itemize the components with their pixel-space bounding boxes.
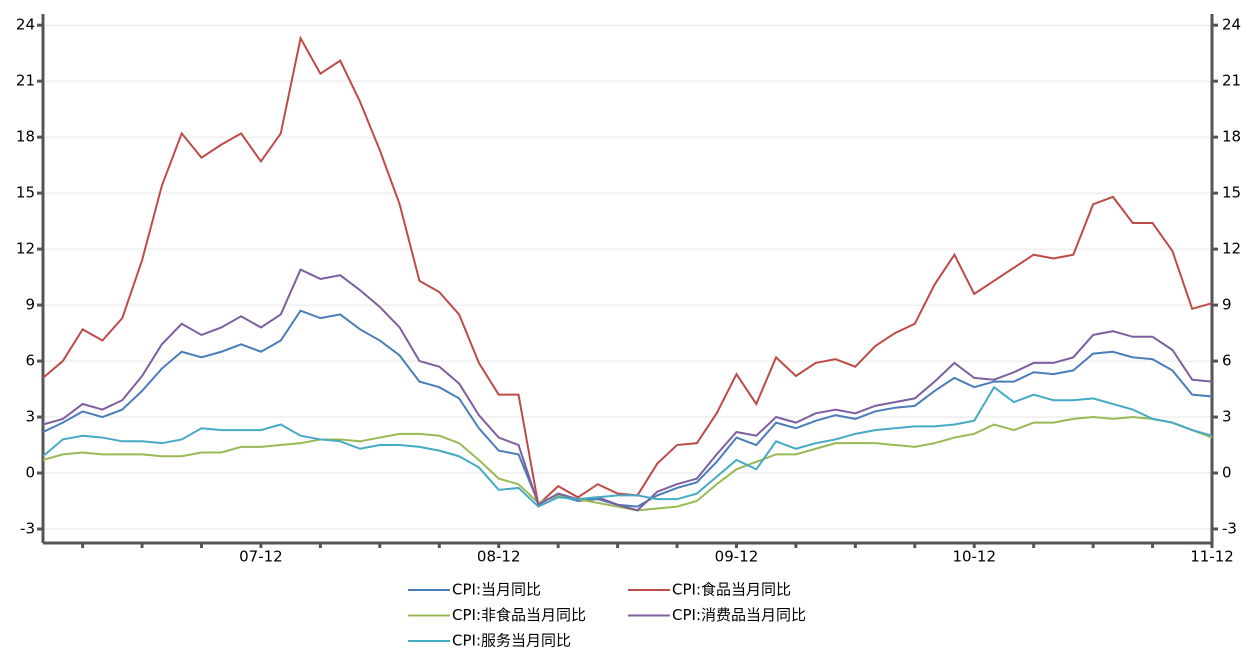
y2-tick-label: 3	[1222, 408, 1232, 426]
y2-tick-label: 9	[1222, 296, 1232, 314]
y2-tick-label: -3	[1222, 520, 1237, 538]
legend-label: CPI:食品当月同比	[672, 581, 791, 599]
series-line	[42, 309, 1213, 508]
y2-tick-label: 18	[1222, 128, 1241, 146]
series-line	[42, 385, 1213, 508]
y-tick-label: 18	[16, 128, 35, 146]
legend-label: CPI:当月同比	[452, 581, 541, 599]
y2-tick-label: 0	[1222, 464, 1232, 482]
series-line	[42, 35, 1213, 507]
x-tick-label: 08-12	[477, 548, 521, 566]
y-tick-label: -3	[20, 520, 35, 538]
y2-tick-label: 15	[1222, 184, 1241, 202]
y-tick-label: 21	[16, 72, 35, 90]
x-tick-label: 07-12	[239, 548, 283, 566]
x-tick-label: 11-12	[1190, 548, 1234, 566]
legend-label: CPI:消费品当月同比	[672, 606, 806, 624]
y-tick-label: 6	[25, 352, 35, 370]
y-tick-label: 15	[16, 184, 35, 202]
y2-tick-label: 21	[1222, 72, 1241, 90]
y-tick-label: 0	[25, 464, 35, 482]
series-line	[42, 268, 1213, 512]
legend-label: CPI:非食品当月同比	[452, 606, 586, 624]
y-tick-label: 3	[25, 408, 35, 426]
y-tick-label: 12	[16, 240, 35, 258]
x-tick-label: 09-12	[715, 548, 759, 566]
y-tick-label: 24	[16, 16, 35, 34]
x-tick-label: 10-12	[952, 548, 996, 566]
y2-tick-label: 24	[1222, 16, 1241, 34]
legend-label: CPI:服务当月同比	[452, 632, 571, 650]
y2-tick-label: 6	[1222, 352, 1232, 370]
y-tick-label: 9	[25, 296, 35, 314]
y2-tick-label: 12	[1222, 240, 1241, 258]
